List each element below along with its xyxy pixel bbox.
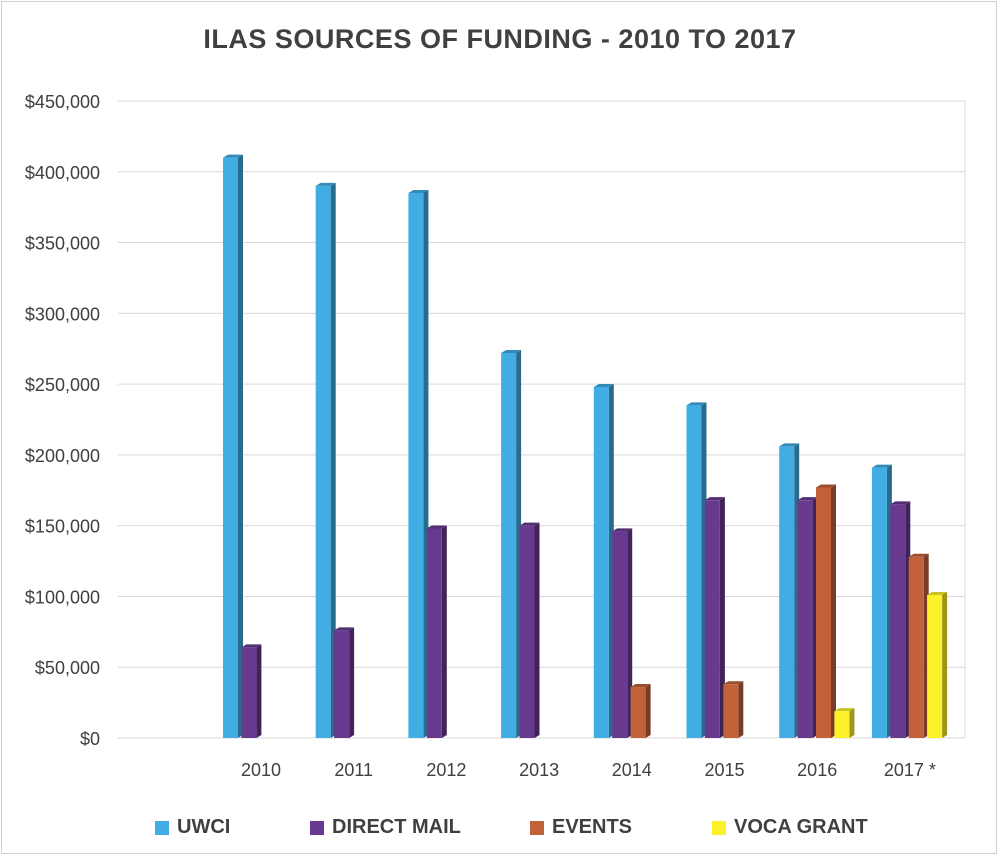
bar xyxy=(630,687,646,738)
bar-side xyxy=(441,525,447,738)
legend-item: UWCI xyxy=(155,816,230,839)
bar-side xyxy=(349,627,355,738)
bar-top xyxy=(519,522,540,526)
bar-top xyxy=(834,708,855,712)
legend-swatch xyxy=(530,820,544,835)
bar-top xyxy=(426,525,447,529)
bar xyxy=(686,405,702,738)
bar-top xyxy=(908,553,929,557)
bar-top xyxy=(612,528,633,532)
bar xyxy=(871,467,887,738)
bar xyxy=(334,630,350,738)
bar xyxy=(501,352,517,738)
bar xyxy=(704,500,720,738)
bar-top xyxy=(890,501,911,505)
x-tick-label: 2012 xyxy=(426,760,466,780)
bar-top xyxy=(241,644,262,648)
bar xyxy=(593,386,609,738)
bar-top xyxy=(797,497,818,501)
chart-title: ILAS SOURCES OF FUNDING - 2010 TO 2017 xyxy=(203,24,797,54)
x-tick-label: 2016 xyxy=(797,760,837,780)
bar xyxy=(723,684,739,738)
bar xyxy=(519,525,535,738)
bar xyxy=(927,595,943,738)
bar-side xyxy=(534,522,540,738)
bar xyxy=(612,531,628,738)
bar xyxy=(890,504,906,738)
y-tick-label: $100,000 xyxy=(25,587,100,607)
x-tick-label: 2013 xyxy=(519,760,559,780)
bar xyxy=(908,556,924,738)
bar-side xyxy=(627,528,633,738)
legend-swatch xyxy=(712,820,726,835)
bar-top xyxy=(408,190,429,194)
y-tick-label: $300,000 xyxy=(25,304,100,324)
bar-top xyxy=(315,182,336,186)
bar-side xyxy=(942,592,948,738)
y-tick-label: $400,000 xyxy=(25,163,100,183)
bar-top xyxy=(779,443,800,447)
bar xyxy=(315,185,331,738)
bar xyxy=(779,446,795,738)
legend-label: DIRECT MAIL xyxy=(332,816,461,838)
bar xyxy=(408,193,424,738)
legend-label: EVENTS xyxy=(552,816,633,838)
bar-side xyxy=(238,154,243,739)
bar xyxy=(797,500,813,738)
bar-top xyxy=(871,464,892,468)
bar-side xyxy=(645,684,651,738)
legend-swatch xyxy=(310,820,324,835)
bar-side xyxy=(330,182,336,738)
y-tick-label: $450,000 xyxy=(25,92,100,112)
bar-top xyxy=(816,484,836,488)
y-tick-label: $150,000 xyxy=(25,517,100,537)
x-tick-label: 2017 * xyxy=(884,760,936,780)
bar-side xyxy=(719,497,725,738)
bar-side xyxy=(849,708,855,738)
y-tick-label: $50,000 xyxy=(35,658,100,678)
legend-swatch xyxy=(155,820,169,835)
x-tick-label: 2014 xyxy=(612,760,652,780)
y-tick-label: $350,000 xyxy=(25,234,100,254)
bar-top xyxy=(927,592,948,596)
legend-label: UWCI xyxy=(177,816,231,838)
y-tick-label: $200,000 xyxy=(25,446,100,466)
y-tick-label: $250,000 xyxy=(25,375,100,395)
bar xyxy=(834,711,850,738)
x-tick-label: 2015 xyxy=(704,760,744,780)
x-tick-label: 2010 xyxy=(241,760,281,780)
bar-top xyxy=(501,349,522,353)
legend-item: EVENTS xyxy=(530,816,632,839)
bar-side xyxy=(256,644,262,738)
y-tick-label: $0 xyxy=(80,729,100,749)
bar xyxy=(223,157,238,739)
bar-top xyxy=(723,681,744,685)
bar xyxy=(241,647,257,738)
bar-top xyxy=(223,154,243,158)
bar-top xyxy=(593,383,614,387)
legend-item: VOCA GRANT xyxy=(712,816,868,839)
bar xyxy=(426,528,442,738)
legend-item: DIRECT MAIL xyxy=(310,816,461,839)
bar-top xyxy=(704,497,725,501)
legend-label: VOCA GRANT xyxy=(734,816,868,838)
bar-top xyxy=(686,402,707,406)
x-tick-label: 2011 xyxy=(334,760,373,780)
bar xyxy=(816,487,831,738)
bar-side xyxy=(831,484,836,738)
bar-top xyxy=(630,684,651,688)
legend: UWCI DIRECT MAIL EVENTS VOCA GRANT xyxy=(0,816,1000,846)
bar-side xyxy=(738,681,744,738)
bar-top xyxy=(334,627,355,631)
